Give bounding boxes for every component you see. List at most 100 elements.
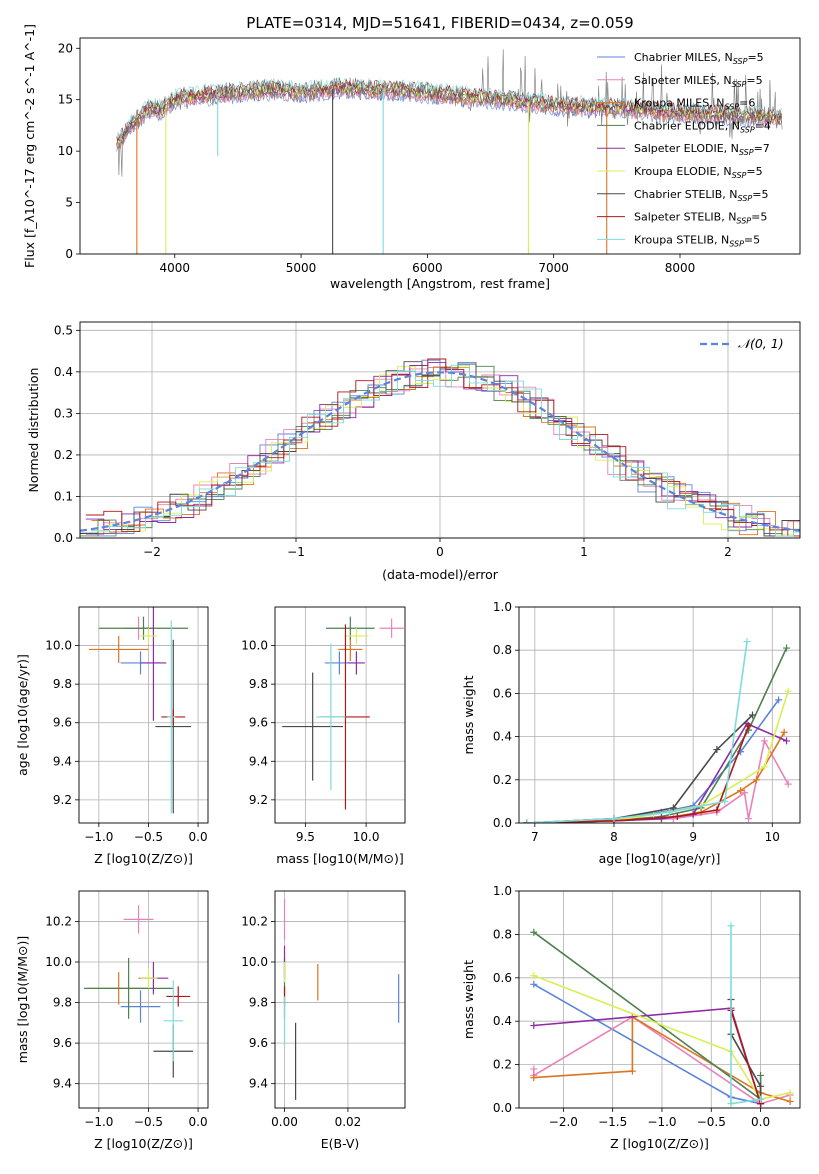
legend-count: =7 <box>754 142 770 155</box>
x-tick-label: 4000 <box>159 261 190 275</box>
mass-weight-marker <box>713 806 721 814</box>
legend-count: =5 <box>747 51 763 64</box>
y-tick-label: 10.2 <box>45 914 72 928</box>
mass-weight-marker <box>760 763 768 771</box>
y-tick-label: 0.6 <box>493 971 512 985</box>
mass-weight-marker <box>530 1074 538 1082</box>
x-axis-label: Z [log10(Z/Z⊙)] <box>94 1136 193 1151</box>
y-tick-label: 0.2 <box>54 448 73 462</box>
grid <box>275 607 405 823</box>
axes-frame <box>518 606 801 824</box>
mass-weight-marker <box>783 644 791 652</box>
mass-weight-line-chabrier-miles <box>526 699 780 823</box>
y-tick-label: 0.8 <box>493 927 512 941</box>
legend-count: =6 <box>739 97 755 110</box>
x-axis-label: Z [log10(Z/Z⊙)] <box>610 1136 709 1151</box>
legend: 𝒩(0, 1) <box>700 336 784 351</box>
x-tick-label: 5000 <box>286 261 317 275</box>
y-tick-label: 10.2 <box>241 914 268 928</box>
legend-count: =4 <box>755 119 771 132</box>
residuals-panel: −2 −1 0 1 2 0.0 0.1 0.2 0.3 0.4 0.5 𝒩(0, 1) (data-mo… <box>26 321 801 582</box>
legend-subscript: SSP <box>729 239 744 248</box>
mass-weight-marker <box>745 815 753 823</box>
residual-histogram-kroupa-stelib <box>91 364 800 537</box>
legend-label: Kroupa ELODIE, N <box>634 165 732 178</box>
y-tick-label: 9.2 <box>249 793 268 807</box>
legend-label: Chabrier MILES, N <box>634 51 733 64</box>
mass-weight-marker <box>775 696 783 704</box>
grid <box>275 891 405 1108</box>
legend-entry: Kroupa ELODIE, NSSP=5 <box>634 165 763 180</box>
mass-weight-marker <box>786 1097 794 1105</box>
x-axis-label: age [log10(age/yr)] <box>599 851 721 866</box>
mass-weight-marker <box>784 687 792 695</box>
mass-weight-marker <box>752 776 760 784</box>
mass-weight-marker <box>737 787 745 795</box>
mass-weight-marker <box>743 638 751 646</box>
legend-subscript: SSP <box>739 148 754 157</box>
mass-weight-marker <box>757 1082 765 1090</box>
y-tick-label: 10.0 <box>241 639 268 653</box>
mass-weight-marker <box>530 980 538 988</box>
legend-count: =5 <box>746 165 762 178</box>
mass-weight-marker <box>665 808 673 816</box>
x-axis-label: (data-model)/error <box>382 567 499 582</box>
x-tick-label: 7 <box>531 830 539 844</box>
y-tick-label: 0.0 <box>493 1101 512 1115</box>
x-tick-label: −0.5 <box>134 1115 163 1129</box>
model-spectrum-chabrier-miles <box>116 88 782 151</box>
x-axis-label: E(B-V) <box>321 1136 360 1151</box>
mass-weight-marker <box>628 1067 636 1075</box>
x-tick-label: 0 <box>436 545 444 559</box>
mass-weight-line-chabrier-miles <box>533 983 761 1105</box>
x-tick-label: 8 <box>610 830 618 844</box>
mass-weight-marker <box>786 1089 794 1097</box>
legend-label: Kroupa STELIB, N <box>634 233 729 246</box>
y-tick-label: 9.4 <box>53 1077 72 1091</box>
x-tick-label: 0.00 <box>271 1115 298 1129</box>
y-tick-label: 0.4 <box>493 730 512 744</box>
model-spectrum-kroupa-stelib <box>116 77 782 141</box>
plot-area <box>523 638 792 823</box>
figure-title: PLATE=0314, MJD=51641, FIBERID=0434, z=0… <box>246 14 633 32</box>
legend-entry: Chabrier MILES, NSSP=5 <box>634 51 764 66</box>
y-axis-label: age [log10(age/yr)] <box>15 654 30 776</box>
plot-area <box>116 49 783 254</box>
legend-entry: Chabrier STELIB, NSSP=5 <box>634 188 768 203</box>
mass-weight-marker <box>760 737 768 745</box>
x-tick-label: −1.5 <box>598 1115 627 1129</box>
legend-subscript: SSP <box>732 171 747 180</box>
grid <box>79 891 208 1108</box>
y-tick-label: 0.6 <box>493 686 512 700</box>
mass-weight-marker <box>721 797 729 805</box>
legend-label: 𝒩(0, 1) <box>738 336 784 351</box>
y-tick-label: 10.0 <box>45 955 72 969</box>
y-axis-label: Flux [f_λ10^-17 erg cm^-2 s^-1 A^-1] <box>22 24 37 268</box>
mass-weight-marker <box>673 813 681 821</box>
y-tick-label: 0.2 <box>493 1058 512 1072</box>
legend-entry: Salpeter ELODIE, NSSP=7 <box>634 142 770 157</box>
y-tick-label: 0.2 <box>493 773 512 787</box>
legend-count: =5 <box>746 74 762 87</box>
legend-subscript: SSP <box>724 103 739 112</box>
y-tick-label: 15 <box>58 93 73 107</box>
y-tick-label: 0.0 <box>54 531 73 545</box>
mass-weight-marker <box>741 789 749 797</box>
y-tick-label: 0.1 <box>54 489 73 503</box>
x-tick-label: 10.0 <box>353 830 380 844</box>
x-tick-label: 0.0 <box>189 830 208 844</box>
plot-area <box>83 905 194 1078</box>
legend-subscript: SSP <box>740 125 755 134</box>
grid <box>519 606 800 824</box>
legend-label: Salpeter STELIB, N <box>634 211 736 224</box>
axes-frame <box>274 890 406 1109</box>
mass-weight-marker <box>530 928 538 936</box>
y-tick-label: 10 <box>58 144 73 158</box>
mass-weight-vs-age-panel: 7 8 9 10 0.0 0.2 0.4 0.6 0.8 1.0 age [log10(age/yr… <box>461 600 801 866</box>
y-tick-label: 9.8 <box>53 996 72 1010</box>
age-vs-metallicity-panel: −1.0 −0.5 0.0 9.2 9.4 9.6 9.8 10.0 Z [log10(Z/Z⊙… <box>15 606 209 866</box>
y-axis-label: mass weight <box>461 960 476 1039</box>
mass-weight-line-chabrier-elodie <box>526 647 788 823</box>
legend-label: Chabrier STELIB, N <box>634 188 738 201</box>
x-tick-label: −1 <box>287 545 305 559</box>
